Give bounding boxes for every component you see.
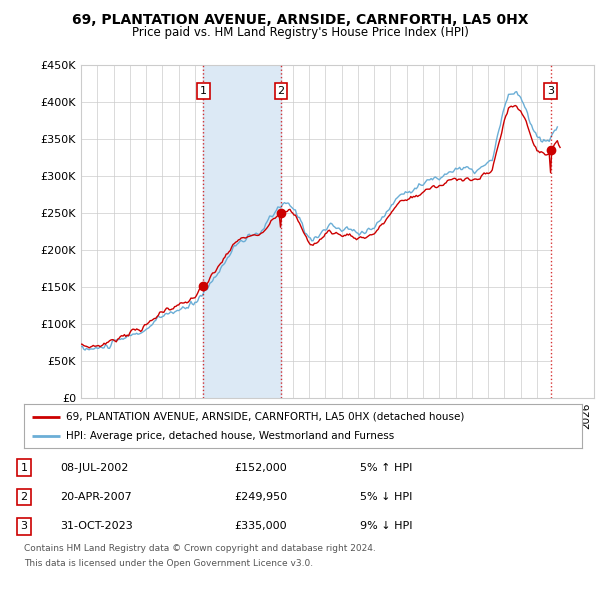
Text: 20-APR-2007: 20-APR-2007 — [60, 492, 132, 502]
Text: £152,000: £152,000 — [234, 463, 287, 473]
Text: HPI: Average price, detached house, Westmorland and Furness: HPI: Average price, detached house, West… — [66, 431, 394, 441]
Text: £335,000: £335,000 — [234, 522, 287, 532]
Text: 08-JUL-2002: 08-JUL-2002 — [60, 463, 128, 473]
Text: 3: 3 — [547, 86, 554, 96]
Text: £249,950: £249,950 — [234, 492, 287, 502]
Text: 69, PLANTATION AVENUE, ARNSIDE, CARNFORTH, LA5 0HX (detached house): 69, PLANTATION AVENUE, ARNSIDE, CARNFORT… — [66, 412, 464, 421]
Text: 9% ↓ HPI: 9% ↓ HPI — [360, 522, 413, 532]
Text: 5% ↑ HPI: 5% ↑ HPI — [360, 463, 412, 473]
Bar — [203, 65, 281, 398]
Text: 3: 3 — [20, 522, 28, 532]
Text: This data is licensed under the Open Government Licence v3.0.: This data is licensed under the Open Gov… — [24, 559, 313, 568]
Text: 31-OCT-2023: 31-OCT-2023 — [60, 522, 133, 532]
Text: 2: 2 — [20, 492, 28, 502]
Text: 1: 1 — [200, 86, 207, 96]
Text: 1: 1 — [20, 463, 28, 473]
Text: 2: 2 — [278, 86, 285, 96]
Text: 5% ↓ HPI: 5% ↓ HPI — [360, 492, 412, 502]
Text: 69, PLANTATION AVENUE, ARNSIDE, CARNFORTH, LA5 0HX: 69, PLANTATION AVENUE, ARNSIDE, CARNFORT… — [72, 13, 528, 27]
Bar — [551, 65, 594, 398]
Text: Contains HM Land Registry data © Crown copyright and database right 2024.: Contains HM Land Registry data © Crown c… — [24, 544, 376, 553]
Text: Price paid vs. HM Land Registry's House Price Index (HPI): Price paid vs. HM Land Registry's House … — [131, 26, 469, 39]
